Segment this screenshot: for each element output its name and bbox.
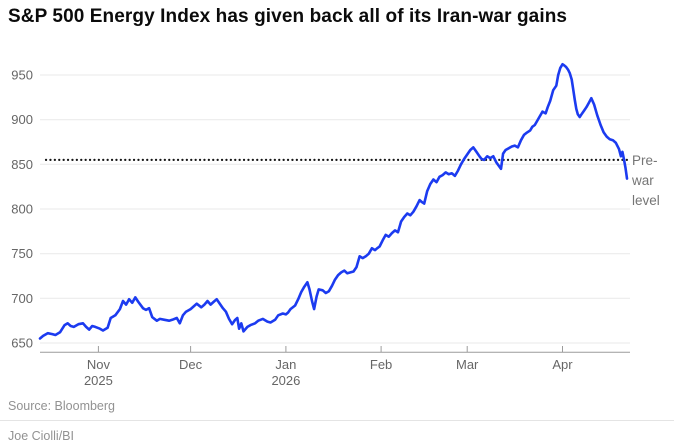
series-group [38, 63, 629, 340]
x-axis-year-label: 2026 [271, 373, 300, 388]
chart-title: S&P 500 Energy Index has given back all … [8, 6, 568, 27]
x-axis-label: Feb [370, 357, 392, 372]
y-axis-labels-group: 650 700 750 800 850 900 950 [11, 68, 33, 351]
y-axis-label: 800 [11, 202, 33, 217]
reference-line-label-line: level [632, 193, 660, 208]
credit-text: Joe Ciolli/BI [8, 429, 74, 443]
reference-line-label-line: Pre- [632, 153, 658, 168]
y-axis-label: 700 [11, 291, 33, 306]
reference-line-label: Pre- war level [632, 151, 660, 211]
y-axis-label: 900 [11, 112, 33, 127]
y-axis-label: 750 [11, 246, 33, 261]
x-axis-label: Mar [456, 357, 479, 372]
reference-line-label-line: war [632, 173, 654, 188]
x-axis-year-label: 2025 [84, 373, 113, 388]
footer-divider [0, 420, 674, 421]
y-axis-label: 950 [11, 68, 33, 83]
y-axis-label: 850 [11, 157, 33, 172]
x-axis-label: Apr [552, 357, 573, 372]
index-line-series [38, 63, 629, 340]
gridlines-group [40, 74, 630, 344]
y-axis-label: 650 [11, 336, 33, 351]
x-axis-label: Dec [179, 357, 203, 372]
x-axis-label: Jan [275, 357, 296, 372]
x-axis-label: Nov [87, 357, 111, 372]
source-text: Source: Bloomberg [8, 399, 116, 413]
